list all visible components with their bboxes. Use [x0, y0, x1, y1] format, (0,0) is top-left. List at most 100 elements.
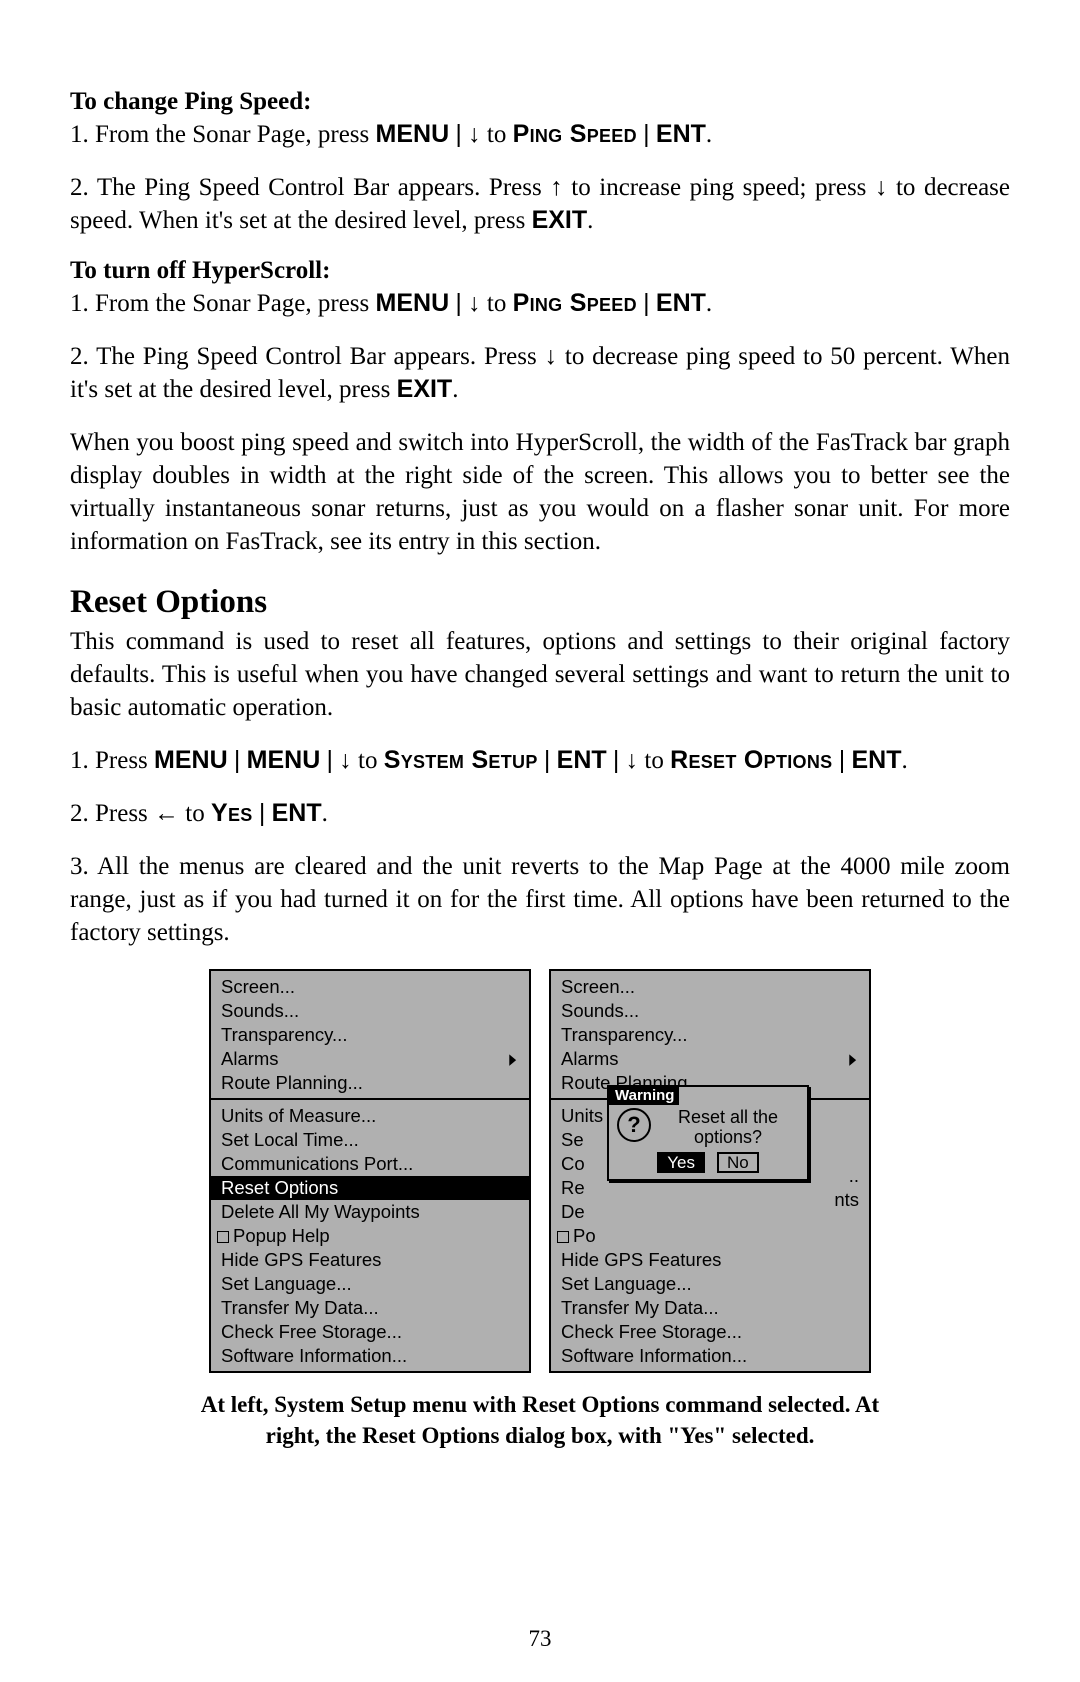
menu-item-sounds[interactable]: Sounds...	[211, 999, 529, 1023]
menu-label: Screen...	[221, 978, 295, 997]
key-menu: MENU	[376, 289, 450, 317]
key-exit: EXIT	[532, 206, 588, 234]
pipe: |	[613, 746, 620, 774]
figure-menus: Screen... Sounds... Transparency... Alar…	[70, 969, 1010, 1373]
reset-intro: This command is used to reset all featur…	[70, 625, 1010, 724]
key-ent: ENT	[656, 120, 706, 148]
arrow-down-icon: ↓	[339, 747, 352, 774]
menu-item-software-info[interactable]: Software Information...	[551, 1344, 869, 1368]
system-setup-menu-left: Screen... Sounds... Transparency... Alar…	[209, 969, 531, 1373]
menu-label: Set Language...	[221, 1275, 352, 1294]
dialog-line: Reset all the	[678, 1107, 778, 1127]
menu-group-1: Screen... Sounds... Transparency... Alar…	[211, 971, 529, 1098]
menu-item-hide-gps[interactable]: Hide GPS Features	[211, 1248, 529, 1272]
menu-item-popup-help[interactable]: Popup Help	[211, 1224, 529, 1248]
pipe: |	[455, 289, 462, 317]
menu-item-partial[interactable]: De	[551, 1200, 869, 1224]
checkbox-icon[interactable]	[217, 1231, 229, 1243]
clipped-text: nts	[834, 1191, 859, 1210]
period: .	[706, 121, 712, 148]
arrow-down-icon: ↓	[468, 121, 481, 148]
arrow-left-icon: ←	[154, 800, 179, 827]
menu-item-delete-waypoints[interactable]: Delete All My Waypoints	[211, 1200, 529, 1224]
menu-label: Units of Measure...	[221, 1107, 376, 1126]
reset-step-2: 2. Press ← to Yes | ENT.	[70, 797, 1010, 830]
menu-item-alarms[interactable]: Alarms▶	[211, 1047, 529, 1071]
pipe: |	[643, 289, 650, 317]
menu-item-check-storage[interactable]: Check Free Storage...	[211, 1320, 529, 1344]
hyper-step-1: 1. From the Sonar Page, press MENU | ↓ t…	[70, 287, 1010, 320]
document-page: To change Ping Speed: 1. From the Sonar …	[0, 0, 1080, 1682]
text-fragment: to increase ping speed; press	[571, 174, 875, 201]
menu-label: Sounds...	[221, 1002, 299, 1021]
menu-item-route-planning[interactable]: Route Planning...	[211, 1071, 529, 1095]
text-fragment: 2. Press	[70, 800, 154, 827]
no-button[interactable]: No	[717, 1152, 759, 1173]
pipe: |	[839, 746, 846, 774]
hyper-step-2: 2. The Ping Speed Control Bar appears. P…	[70, 340, 1010, 406]
menu-label: Software Information...	[561, 1347, 747, 1366]
menu-label: Alarms	[561, 1050, 619, 1069]
pipe: |	[234, 746, 241, 774]
menu-label: Delete All My Waypoints	[221, 1203, 420, 1222]
figure-caption: At left, System Setup menu with Reset Op…	[70, 1389, 1010, 1451]
menu-item-units[interactable]: Units of Measure...	[211, 1104, 529, 1128]
ping-step-2: 2. The Ping Speed Control Bar appears. P…	[70, 171, 1010, 237]
pipe: |	[643, 120, 650, 148]
yes-button[interactable]: Yes	[657, 1152, 705, 1173]
clipped-text: ..	[849, 1167, 859, 1186]
caption-line: right, the Reset Options dialog box, wit…	[266, 1423, 815, 1448]
system-setup-menu-right: Screen... Sounds... Transparency... Alar…	[549, 969, 871, 1373]
text-fragment: to	[487, 290, 513, 317]
reset-warning-dialog: Warning ? Reset all the options? Yes No	[607, 1085, 809, 1181]
menu-label: Popup Help	[233, 1227, 330, 1246]
hyperscroll-explanation: When you boost ping speed and switch int…	[70, 426, 1010, 558]
pipe: |	[544, 746, 551, 774]
menu-label: Hide GPS Features	[561, 1251, 721, 1270]
menu-label: Transfer My Data...	[561, 1299, 719, 1318]
menu-item-reset-options[interactable]: Reset Options	[211, 1176, 529, 1200]
menu-label: Reset Options	[221, 1179, 338, 1198]
menu-item-transfer-data[interactable]: Transfer My Data...	[551, 1296, 869, 1320]
submenu-arrow-icon: ▶	[510, 1052, 517, 1067]
period: .	[587, 207, 593, 234]
period: .	[901, 747, 907, 774]
text-fragment: to	[185, 800, 211, 827]
key-reset-options: Reset Options	[670, 746, 832, 774]
arrow-down-icon: ↓	[626, 747, 639, 774]
heading-ping-speed: To change Ping Speed:	[70, 88, 1010, 116]
menu-label: Hide GPS Features	[221, 1251, 381, 1270]
menu-item-transparency[interactable]: Transparency...	[211, 1023, 529, 1047]
arrow-down-icon: ↓	[545, 343, 558, 370]
menu-item-software-info[interactable]: Software Information...	[211, 1344, 529, 1368]
menu-item-hide-gps[interactable]: Hide GPS Features	[551, 1248, 869, 1272]
menu-item-popup-help[interactable]: Po	[551, 1224, 869, 1248]
menu-item-alarms[interactable]: Alarms▶	[551, 1047, 869, 1071]
menu-item-comm-port[interactable]: Communications Port...	[211, 1152, 529, 1176]
key-system-setup: System Setup	[384, 746, 538, 774]
menu-item-set-language[interactable]: Set Language...	[211, 1272, 529, 1296]
menu-item-sounds[interactable]: Sounds...	[551, 999, 869, 1023]
page-number: 73	[0, 1626, 1080, 1652]
key-menu: MENU	[247, 746, 321, 774]
menu-item-set-time[interactable]: Set Local Time...	[211, 1128, 529, 1152]
pipe: |	[259, 799, 266, 827]
key-ping-speed: Ping Speed	[513, 289, 637, 317]
menu-item-transparency[interactable]: Transparency...	[551, 1023, 869, 1047]
menu-item-check-storage[interactable]: Check Free Storage...	[551, 1320, 869, 1344]
menu-label: Po	[573, 1227, 596, 1246]
checkbox-icon[interactable]	[557, 1231, 569, 1243]
menu-label: De	[561, 1203, 585, 1222]
pipe: |	[327, 746, 334, 774]
dialog-buttons: Yes No	[609, 1150, 807, 1179]
menu-label: Transparency...	[561, 1026, 687, 1045]
menu-item-screen[interactable]: Screen...	[211, 975, 529, 999]
text-fragment: 2. The Ping Speed Control Bar appears. P…	[70, 174, 550, 201]
key-yes: Yes	[211, 799, 253, 827]
menu-item-set-language[interactable]: Set Language...	[551, 1272, 869, 1296]
arrow-up-icon: ↑	[550, 174, 563, 201]
text-fragment: 1. From the Sonar Page, press	[70, 290, 376, 317]
menu-item-transfer-data[interactable]: Transfer My Data...	[211, 1296, 529, 1320]
menu-item-screen[interactable]: Screen...	[551, 975, 869, 999]
key-ent: ENT	[656, 289, 706, 317]
